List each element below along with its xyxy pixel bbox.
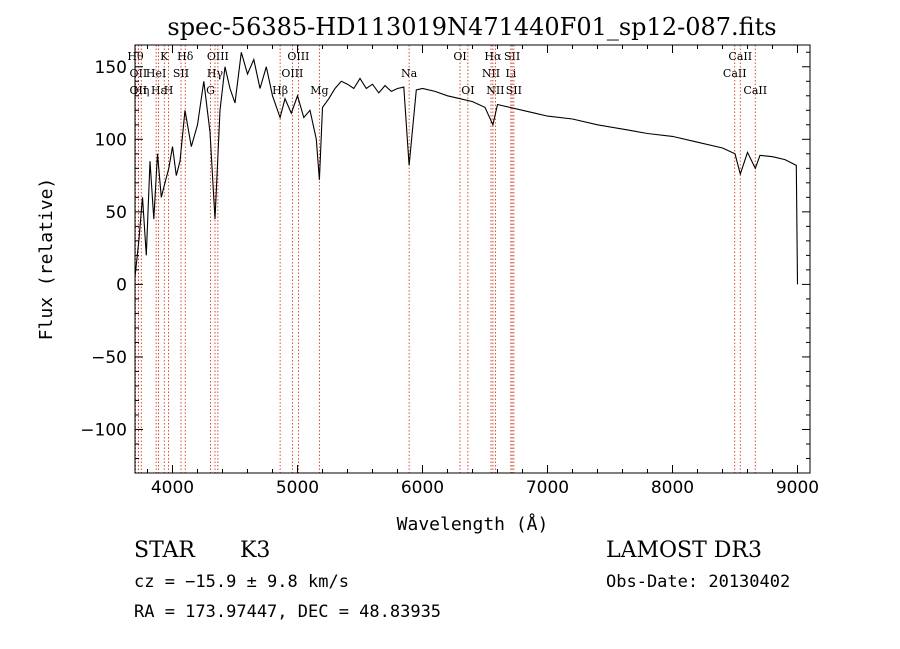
line-label-oiii: OIII xyxy=(207,50,229,63)
y-axis: −100 −50 0 50 100 150 xyxy=(80,51,810,474)
line-label-nii: NII xyxy=(482,67,500,80)
line-label-oi: OI xyxy=(461,84,474,97)
y-tick-label: −50 xyxy=(91,348,127,368)
line-label-oi: OI xyxy=(453,50,466,63)
line-label-caii: CaII xyxy=(723,67,747,80)
observation-date: Obs-Date: 20130402 xyxy=(606,572,791,592)
y-tick-label: 100 xyxy=(95,130,127,150)
line-label-k: K xyxy=(160,50,169,63)
line-label-mg: Mg xyxy=(310,84,328,97)
line-label-sii: SII xyxy=(506,84,522,97)
y-tick-label: 50 xyxy=(105,203,127,223)
coordinates: RA = 173.97447, DEC = 48.83935 xyxy=(134,602,442,622)
spectrum-series xyxy=(134,52,799,285)
line-label-na: Na xyxy=(401,67,418,80)
x-axis-label: Wavelength (Å) xyxy=(397,513,549,535)
x-tick-label: 6000 xyxy=(401,478,444,498)
x-tick-label: 4000 xyxy=(151,478,194,498)
chart-title: spec-56385-HD113019N471440F01_sp12-087.f… xyxy=(167,13,776,41)
x-tick-label: 5000 xyxy=(276,478,319,498)
x-tick-label: 8000 xyxy=(651,478,694,498)
y-axis-label: Flux (relative) xyxy=(36,178,57,341)
x-tick-label: 9000 xyxy=(776,478,819,498)
line-label-hθ: Hθ xyxy=(127,50,144,63)
y-tick-label: −100 xyxy=(80,420,127,440)
y-tick-label: 0 xyxy=(116,275,127,295)
line-label-oiii: OIII xyxy=(281,67,303,80)
redshift-velocity: cz = −15.9 ± 9.8 km/s xyxy=(134,572,349,592)
survey-name: LAMOST DR3 xyxy=(606,538,762,563)
object-class: STAR xyxy=(134,538,195,563)
spectrum-line xyxy=(134,52,799,285)
line-label-hei: HeI xyxy=(146,67,166,80)
line-label-oiii: OIII xyxy=(287,50,309,63)
y-tick-label: 150 xyxy=(95,58,127,78)
line-label-sii: SII xyxy=(504,50,520,63)
line-label-g: G xyxy=(206,84,215,97)
plot-frame xyxy=(134,44,811,474)
line-label-sii: SII xyxy=(173,67,189,80)
x-tick-label: 7000 xyxy=(526,478,569,498)
line-label-caii: CaII xyxy=(743,84,767,97)
line-label-h: H xyxy=(164,84,174,97)
line-label-caii: CaII xyxy=(728,50,752,63)
line-label-hγ: Hγ xyxy=(207,67,224,80)
x-axis: 4000 5000 6000 7000 8000 9000 xyxy=(147,45,819,498)
line-label-hα: Hα xyxy=(484,50,502,63)
line-label-oii: OII xyxy=(130,84,148,97)
line-label-hη: Hη xyxy=(133,84,149,97)
line-label-nii: NII xyxy=(486,84,504,97)
line-label-hδ: Hδ xyxy=(177,50,194,63)
line-label-hε: Hε xyxy=(151,84,167,97)
line-label-hβ: Hβ xyxy=(272,84,288,97)
object-subclass: K3 xyxy=(240,538,271,563)
line-label-li: Li xyxy=(505,67,516,80)
